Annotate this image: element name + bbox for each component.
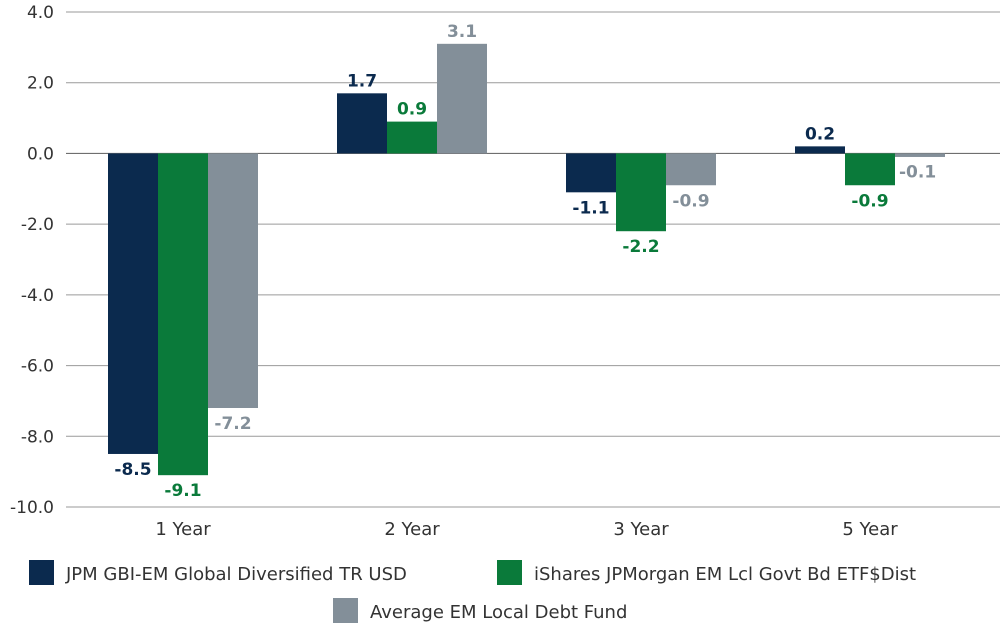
legend-item: Average EM Local Debt Fund: [333, 598, 627, 623]
legend-label: Average EM Local Debt Fund: [370, 602, 627, 623]
y-tick-label: 0.0: [27, 144, 54, 164]
bar: [895, 153, 945, 157]
bar: [437, 43, 487, 154]
data-label: 1.7: [347, 71, 377, 91]
legend-swatch: [29, 560, 54, 585]
data-labels: -8.5 -9.1 -7.2 1.7 0.9 3.1 -1.1 -2.2 -0.9 0.2 -0.9…: [114, 22, 936, 501]
data-label: 3.1: [447, 22, 477, 42]
y-tick-label: -6.0: [21, 357, 54, 377]
x-tick-label: 1 Year: [155, 519, 211, 540]
x-axis-categories: 1 Year 2 Year 3 Year 5 Year: [155, 519, 898, 540]
data-label: -8.5: [114, 460, 151, 480]
data-label: 0.2: [805, 124, 835, 144]
data-label: -7.2: [214, 414, 251, 434]
bar: [666, 153, 716, 186]
bar: [158, 153, 208, 476]
data-label: -1.1: [572, 198, 609, 218]
bar: [795, 146, 845, 154]
bar: [616, 153, 666, 232]
y-tick-label: 4.0: [27, 3, 54, 23]
legend-label: iShares JPMorgan EM Lcl Govt Bd ETF$Dist: [534, 564, 916, 585]
x-tick-label: 2 Year: [384, 519, 440, 540]
y-tick-label: -2.0: [21, 215, 54, 235]
bar: [337, 93, 387, 154]
bars: [108, 43, 945, 476]
data-label: -0.1: [899, 162, 936, 182]
data-label: -0.9: [672, 191, 709, 211]
y-axis-ticks: 4.0 2.0 0.0 -2.0 -4.0 -6.0 -8.0 -10.0: [10, 3, 54, 518]
y-tick-label: -4.0: [21, 286, 54, 306]
bar: [108, 153, 158, 454]
legend-item: JPM GBI-EM Global Diversified TR USD: [29, 560, 407, 585]
bar: [387, 121, 437, 154]
y-tick-label: -8.0: [21, 427, 54, 447]
x-tick-label: 3 Year: [613, 519, 669, 540]
data-label: 0.9: [397, 100, 427, 120]
legend-item: iShares JPMorgan EM Lcl Govt Bd ETF$Dist: [497, 560, 916, 585]
x-tick-label: 5 Year: [842, 519, 898, 540]
bar: [845, 153, 895, 186]
y-tick-label: 2.0: [27, 74, 54, 94]
legend: JPM GBI-EM Global Diversified TR USD iSha…: [29, 560, 916, 623]
legend-swatch: [333, 598, 358, 623]
bar: [566, 153, 616, 193]
data-label: -9.1: [164, 481, 201, 501]
data-label: -2.2: [622, 237, 659, 257]
legend-label: JPM GBI-EM Global Diversified TR USD: [65, 564, 407, 585]
bar: [208, 153, 258, 408]
data-label: -0.9: [851, 191, 888, 211]
y-tick-label: -10.0: [10, 498, 54, 518]
legend-swatch: [497, 560, 522, 585]
